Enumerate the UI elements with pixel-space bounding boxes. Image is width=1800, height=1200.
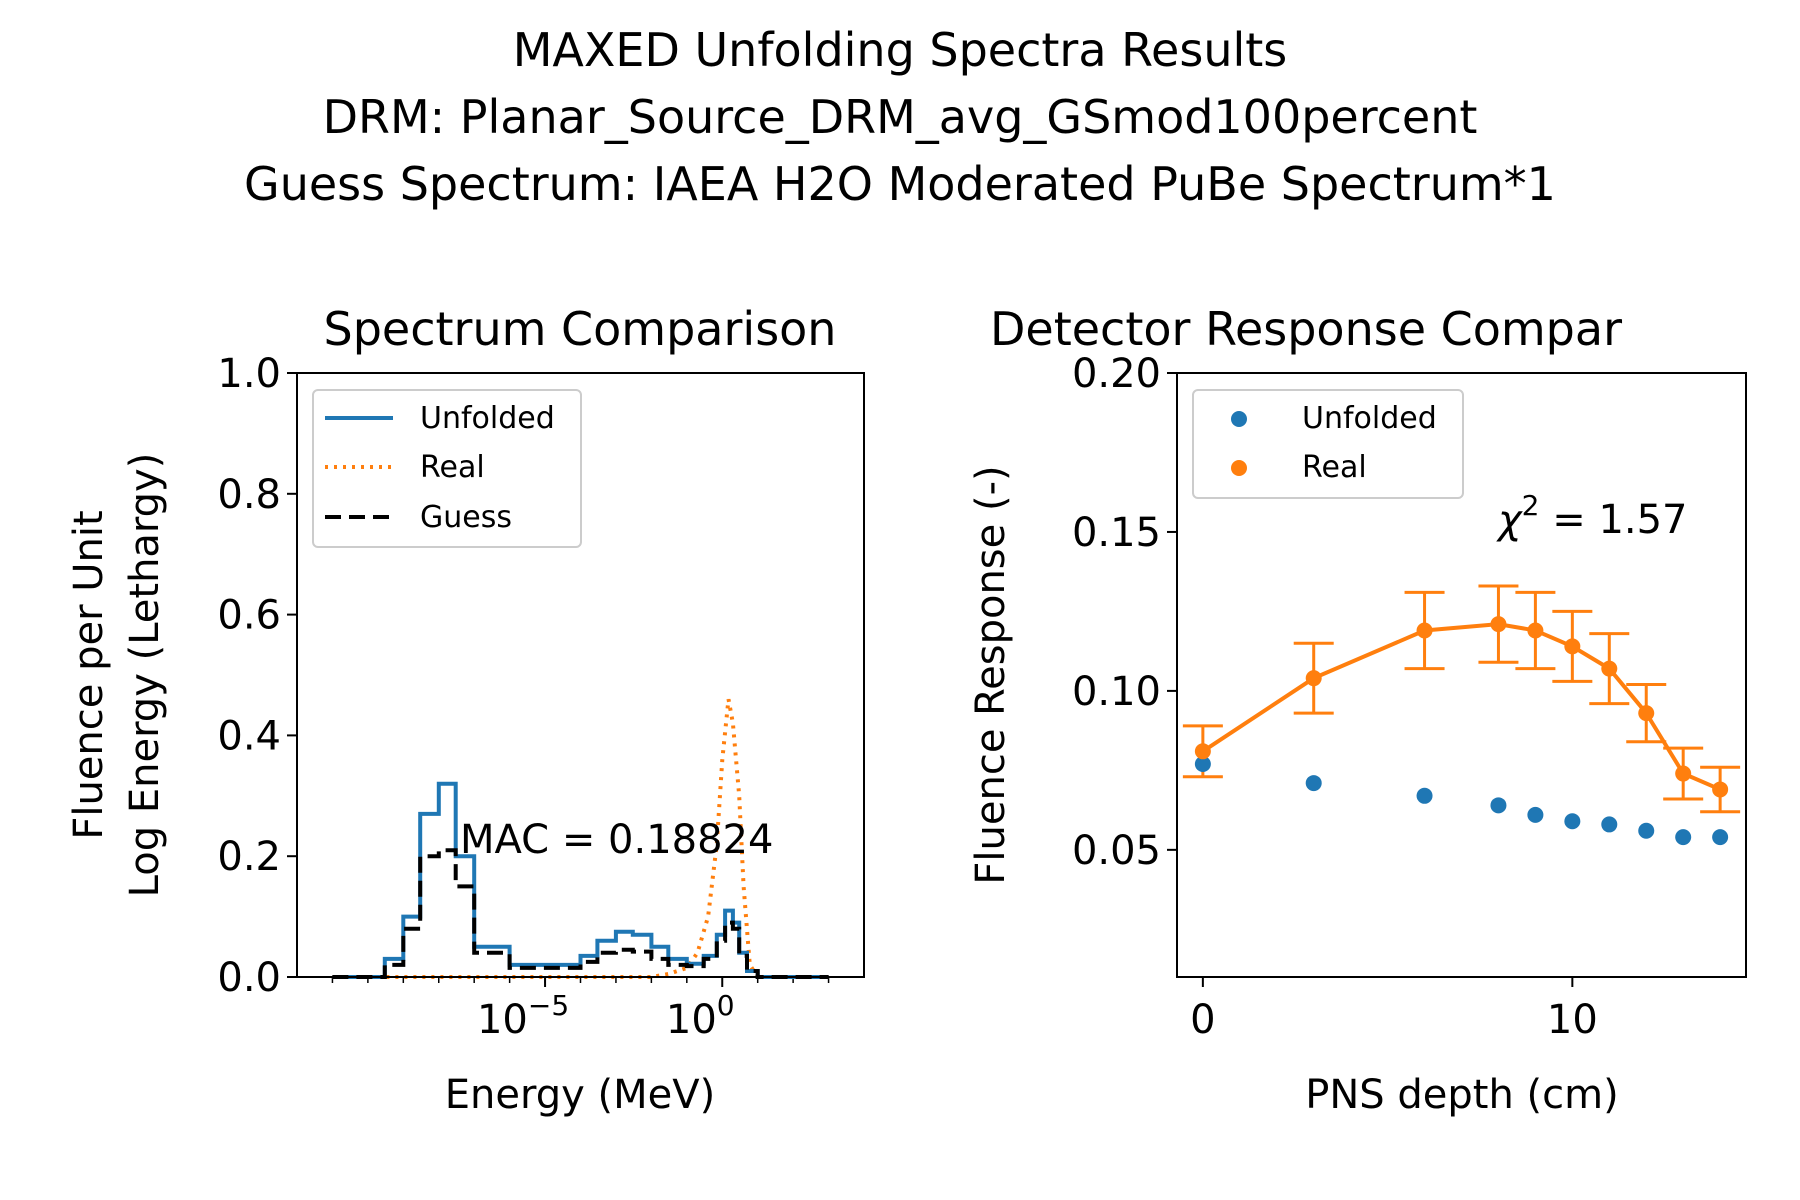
response-y-tick-label: 0.05: [1072, 828, 1161, 874]
real-point: [1416, 622, 1433, 639]
real-point: [1490, 616, 1507, 633]
response-x-tick-label: 0: [1190, 997, 1215, 1043]
detector-response-panel: Detector Response Compar 0.05 0.10 0.15 0.2…: [968, 302, 1747, 1118]
spectrum-y-label-line-1: Fluence per Unit: [66, 510, 112, 839]
real-point: [1527, 622, 1544, 639]
legend-unfolded-label: Unfolded: [420, 401, 555, 436]
response-y-tick-label: 0.15: [1072, 510, 1161, 556]
spectrum-y-tick-label: 0.6: [217, 593, 281, 639]
figure-title-line-2: DRM: Planar_Source_DRM_avg_GSmod100perce…: [323, 90, 1478, 144]
response-plot-area: [1182, 584, 1741, 846]
response-x-tick-label: 10: [1547, 997, 1598, 1043]
real-point: [1675, 765, 1692, 782]
response-y-ticks: 0.05 0.10 0.15 0.20: [1072, 351, 1177, 874]
spectrum-series-real: [332, 698, 829, 979]
unfolded-point: [1194, 756, 1211, 773]
spectrum-y-tick-label: 1.0: [217, 351, 281, 397]
spectrum-y-tick-label: 0.2: [217, 834, 281, 880]
real-point: [1638, 705, 1655, 722]
figure-title-line-1: MAXED Unfolding Spectra Results: [513, 23, 1288, 77]
detector-panel-title: Detector Response Compar: [990, 302, 1622, 356]
chi-value: = 1.57: [1540, 497, 1688, 543]
chi-exponent: 2: [1522, 489, 1540, 522]
spectrum-legend-box: [312, 389, 582, 548]
mac-annotation: MAC = 0.18824: [460, 817, 773, 863]
spectrum-comparison-panel: Spectrum Comparison 0.0 0.2 0.4 0.6 0.8 1.0 1…: [66, 302, 865, 1118]
response-axes-frame: [1176, 372, 1747, 978]
spectrum-y-tick-label: 0.8: [217, 472, 281, 518]
response-y-tick-label: 0.20: [1072, 351, 1161, 397]
unfolded-point: [1416, 787, 1433, 804]
unfolded-point: [1305, 775, 1322, 792]
legend-real-label: Real: [420, 450, 485, 485]
real-point: [1564, 638, 1581, 655]
response-legend: Unfolded Real: [1192, 389, 1464, 499]
response-x-label: PNS depth (cm): [1305, 1072, 1618, 1118]
spectrum-x-tick-label: 100: [666, 989, 735, 1043]
unfolded-point: [1490, 797, 1507, 814]
response-y-tick-label: 0.10: [1072, 669, 1161, 715]
response-legend-box: [1192, 389, 1464, 499]
unfolded-point: [1527, 806, 1544, 823]
chi-symbol: χ: [1496, 497, 1523, 543]
figure-title-line-3: Guess Spectrum: IAEA H2O Moderated PuBe …: [244, 157, 1556, 211]
real-point: [1305, 670, 1322, 687]
legend-real-label-2: Real: [1302, 450, 1367, 485]
unfolded-point: [1638, 822, 1655, 839]
spectrum-legend: Unfolded Real Guess: [312, 389, 582, 548]
response-y-label: Fluence Response (-): [968, 465, 1014, 884]
spectrum-x-label: Energy (MeV): [445, 1072, 715, 1118]
real-point: [1712, 781, 1729, 798]
spectrum-y-ticks: 0.0 0.2 0.4 0.6 0.8 1.0: [217, 351, 297, 1001]
spectrum-plot-area: [332, 698, 829, 979]
spectrum-y-label-line-2: Log Energy (Lethargy): [122, 453, 168, 898]
spectrum-y-tick-label: 0.4: [217, 713, 281, 759]
legend-unfolded-marker: [1231, 411, 1247, 427]
response-x-ticks: 0 10: [1190, 977, 1598, 1043]
legend-guess-label: Guess: [420, 500, 512, 535]
spectrum-series-guess: [332, 848, 829, 979]
spectrum-x-ticks: 10−5 100: [331, 977, 830, 1043]
spectrum-series-unfolded: [332, 781, 829, 979]
unfolded-point: [1712, 829, 1729, 846]
legend-unfolded-label-2: Unfolded: [1302, 401, 1437, 436]
unfolded-point: [1675, 829, 1692, 846]
chi-squared-annotation: χ2 = 1.57: [1496, 489, 1688, 543]
spectrum-panel-title: Spectrum Comparison: [324, 302, 837, 356]
unfolded-point: [1601, 816, 1618, 833]
unfolded-point: [1564, 813, 1581, 830]
legend-real-marker: [1231, 460, 1247, 476]
real-series-line: [1201, 622, 1721, 792]
spectrum-axes-frame: [296, 372, 865, 978]
real-point: [1601, 660, 1618, 677]
spectrum-x-tick-label: 10−5: [477, 989, 569, 1043]
real-point: [1194, 743, 1211, 760]
spectrum-y-tick-label: 0.0: [217, 955, 281, 1001]
